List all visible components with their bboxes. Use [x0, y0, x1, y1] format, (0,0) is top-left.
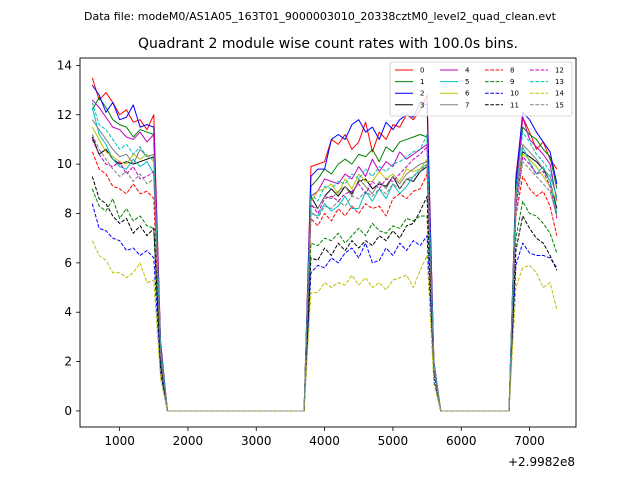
- legend-label-6: 6: [465, 90, 470, 98]
- x-tick-label: 4000: [309, 434, 340, 448]
- legend-label-8: 8: [510, 67, 514, 75]
- legend-label-14: 14: [555, 90, 564, 98]
- chart-suptitle: Data file: modeM0/AS1A05_163T01_90000030…: [84, 10, 557, 23]
- x-axis: 1000 2000 3000 4000 5000 6000 7000: [104, 427, 545, 448]
- legend-box: [389, 61, 573, 117]
- series-line-13: [91, 102, 558, 412]
- legend-label-3: 3: [420, 101, 424, 109]
- x-tick-label: 6000: [446, 434, 477, 448]
- x-tick-label: 5000: [378, 434, 409, 448]
- series-line-15: [91, 134, 558, 412]
- x-tick-label: 3000: [241, 434, 272, 448]
- series-line-9: [91, 188, 558, 412]
- legend-label-15: 15: [555, 101, 564, 109]
- legend-label-4: 4: [465, 67, 470, 75]
- y-tick-label: 8: [64, 206, 72, 220]
- plot-frame: [79, 57, 577, 428]
- legend-label-1: 1: [420, 78, 424, 86]
- x-tick-label: 2000: [173, 434, 204, 448]
- legend-label-7: 7: [465, 101, 469, 109]
- legend-label-10: 10: [510, 90, 519, 98]
- y-tick-label: 6: [64, 256, 72, 270]
- y-tick-label: 4: [64, 305, 72, 319]
- y-tick-label: 10: [57, 157, 72, 171]
- legend-label-9: 9: [510, 78, 514, 86]
- y-tick-label: 14: [57, 58, 72, 72]
- legend-label-5: 5: [465, 78, 469, 86]
- legend-label-2: 2: [420, 90, 424, 98]
- legend-label-11: 11: [510, 101, 519, 109]
- y-tick-label: 2: [64, 355, 72, 369]
- chart-title: Quadrant 2 module wise count rates with …: [138, 36, 518, 52]
- x-tick-label: 7000: [514, 434, 545, 448]
- legend-label-12: 12: [555, 67, 564, 75]
- y-tick-label: 0: [64, 404, 72, 418]
- x-offset-text: +2.9982e8: [508, 455, 575, 469]
- x-tick-label: 1000: [104, 434, 135, 448]
- legend-label-13: 13: [555, 78, 564, 86]
- series-line-14: [91, 240, 558, 412]
- legend-label-0: 0: [420, 67, 424, 75]
- y-axis: 0 2 4 6 8 10 12 14: [57, 58, 80, 418]
- y-tick-label: 12: [57, 108, 72, 122]
- series-group: [91, 77, 558, 412]
